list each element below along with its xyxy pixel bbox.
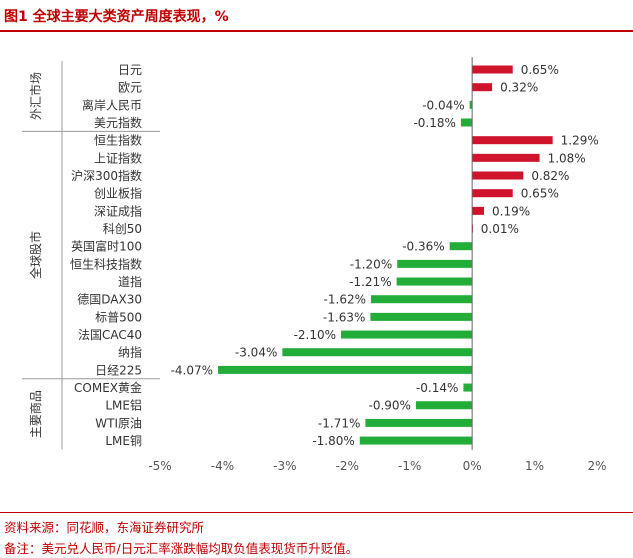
data-label: -1.80% bbox=[312, 434, 354, 448]
data-label: -1.20% bbox=[350, 257, 392, 271]
data-label: 0.65% bbox=[521, 187, 559, 201]
figure-title: 图1 全球主要大类资产周度表现，% bbox=[4, 9, 229, 25]
title-divider bbox=[0, 30, 633, 32]
data-label: 0.19% bbox=[492, 204, 530, 218]
category-label: 日元 bbox=[118, 63, 142, 77]
data-label: -0.14% bbox=[416, 381, 458, 395]
bar bbox=[460, 118, 473, 127]
source-note: 资料来源：同花顺，东海证券研究所 bbox=[4, 520, 205, 535]
bar bbox=[415, 401, 473, 410]
bar bbox=[365, 418, 473, 427]
x-tick-label: -5% bbox=[148, 459, 171, 473]
data-label: 1.08% bbox=[548, 151, 586, 165]
x-tick-label: 2% bbox=[587, 459, 606, 473]
data-label: -1.62% bbox=[324, 293, 366, 307]
category-label: 创业板指 bbox=[94, 186, 142, 201]
category-label: 英国富时100 bbox=[71, 239, 142, 254]
data-label: -0.04% bbox=[422, 98, 464, 112]
data-label: -1.71% bbox=[318, 416, 360, 430]
bar bbox=[397, 259, 473, 268]
category-label: COMEX黄金 bbox=[74, 380, 142, 395]
bar bbox=[472, 189, 513, 198]
data-label: 1.29% bbox=[561, 134, 599, 148]
bar bbox=[341, 330, 473, 339]
category-label: LME铜 bbox=[105, 433, 142, 448]
data-label: -2.10% bbox=[294, 328, 336, 342]
x-tick-label: 1% bbox=[525, 459, 544, 473]
x-tick-label: -4% bbox=[211, 459, 234, 473]
data-label: -1.63% bbox=[323, 310, 365, 324]
bar bbox=[472, 136, 553, 145]
category-label: WTI原油 bbox=[95, 416, 142, 430]
bar bbox=[371, 295, 473, 304]
category-label: 日经225 bbox=[95, 363, 142, 377]
category-label: 科创50 bbox=[103, 222, 142, 236]
data-label: -0.36% bbox=[402, 240, 444, 254]
x-tick-label: 0% bbox=[463, 459, 482, 473]
x-tick-label: -1% bbox=[398, 459, 421, 473]
category-label: 上证指数 bbox=[94, 150, 142, 165]
bar bbox=[472, 65, 513, 74]
bar bbox=[449, 242, 473, 251]
data-label: 0.82% bbox=[531, 169, 569, 183]
category-label: 美元指数 bbox=[94, 115, 142, 130]
category-label: 标普500 bbox=[95, 310, 142, 324]
category-label: 深证成指 bbox=[94, 203, 142, 218]
x-tick-label: -3% bbox=[273, 459, 296, 473]
data-label: -0.18% bbox=[413, 116, 455, 130]
category-label: 恒生指数 bbox=[94, 133, 142, 148]
bar bbox=[472, 206, 485, 215]
remark-note: 备注：美元兑人民币/日元汇率涨跌幅均取负值表现货币升贬值。 bbox=[4, 541, 359, 556]
bar bbox=[282, 348, 473, 357]
category-label: 恒生科技指数 bbox=[70, 256, 142, 271]
category-label: 法国CAC40 bbox=[78, 328, 142, 342]
category-label: 沪深300指数 bbox=[71, 168, 142, 183]
data-label: 0.65% bbox=[521, 63, 559, 77]
footer-divider bbox=[0, 512, 633, 513]
bar bbox=[218, 365, 473, 374]
data-label: 0.01% bbox=[481, 222, 519, 236]
category-label: 纳指 bbox=[118, 345, 142, 360]
category-label: LME铝 bbox=[105, 398, 142, 413]
category-label: 离岸人民币 bbox=[82, 97, 142, 112]
data-label: 0.32% bbox=[500, 81, 538, 95]
bar bbox=[472, 83, 493, 92]
x-tick-label: -2% bbox=[336, 459, 359, 473]
category-label: 道指 bbox=[118, 274, 142, 289]
data-label: -3.04% bbox=[235, 346, 277, 360]
group-title: 全球股市 bbox=[28, 231, 43, 279]
data-label: -4.07% bbox=[171, 363, 213, 377]
data-label: -1.21% bbox=[349, 275, 391, 289]
group-title: 外汇市场 bbox=[28, 72, 43, 120]
group-title: 主要商品 bbox=[28, 390, 43, 438]
bar bbox=[396, 277, 473, 286]
bar bbox=[472, 153, 540, 162]
asset-performance-bar-chart: 日元 0.65% 欧元 0.32% 离岸人民币 -0.04% 美元指数 -0.18% 恒生指数 1… bbox=[22, 57, 607, 473]
bar bbox=[472, 171, 524, 180]
bar bbox=[359, 436, 473, 445]
bar bbox=[469, 100, 473, 109]
data-label: -0.90% bbox=[369, 399, 411, 413]
category-label: 德国DAX30 bbox=[77, 292, 142, 307]
bar bbox=[370, 312, 473, 321]
bar bbox=[463, 383, 473, 392]
category-label: 欧元 bbox=[118, 81, 142, 95]
